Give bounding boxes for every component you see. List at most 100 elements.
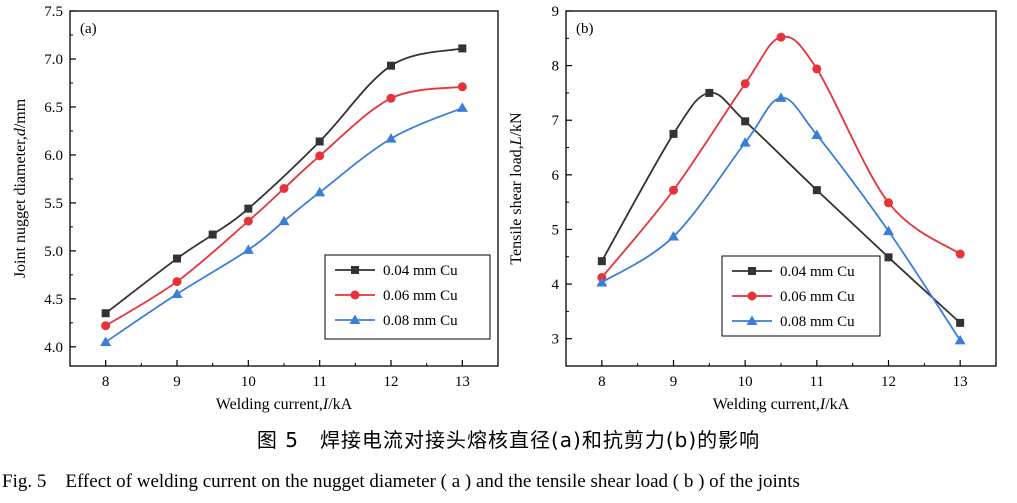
- data-point: [171, 288, 183, 299]
- legend-marker: [747, 291, 757, 301]
- data-point: [173, 254, 181, 263]
- y-tick-label: 6.5: [44, 100, 63, 116]
- data-point: [315, 151, 325, 161]
- data-point: [457, 82, 467, 92]
- legend-entry: 0.04 mm Cu: [780, 264, 855, 280]
- y-tick-label: 3: [552, 332, 560, 348]
- y-tick-label: 6: [552, 168, 560, 184]
- data-point: [458, 44, 467, 53]
- legend-marker: [351, 266, 359, 274]
- legend-entry: 0.06 mm Cu: [383, 288, 458, 304]
- legend-marker: [748, 267, 756, 275]
- data-point: [956, 318, 965, 327]
- data-point: [172, 277, 182, 287]
- data-point: [705, 88, 714, 97]
- chart-panel-a: 8 9 10 11 12 13 4.0 4.5 5.0 5.5 6.0 6.5 7.0 7.5 Weldin…: [12, 4, 499, 413]
- legend: 0.04 mm Cu 0.06 mm Cu 0.08 mm Cu: [324, 254, 491, 340]
- x-tick-label: 11: [312, 374, 326, 390]
- y-tick-label: 7.0: [44, 52, 63, 68]
- y-tick-label: 9: [552, 4, 560, 20]
- data-point: [244, 204, 253, 213]
- x-tick-label: 10: [241, 374, 256, 390]
- panel-label: (b): [576, 21, 594, 37]
- y-tick-label: 6.0: [44, 148, 63, 164]
- series-1: [101, 82, 467, 331]
- x-axis-label: Welding current,I/kA: [216, 396, 353, 413]
- data-point: [208, 230, 217, 239]
- data-point: [387, 61, 395, 70]
- data-point: [596, 276, 608, 287]
- series-1: [597, 32, 965, 283]
- x-tick-label: 9: [173, 374, 181, 390]
- legend-marker: [350, 290, 360, 300]
- chart-panel-b: 8 9 10 11 12 13 3 4 5 6 7 8 9 Welding current,I/kA Ten…: [508, 4, 997, 413]
- caption-chinese: 图 5 焊接电流对接头熔核直径(a)和抗剪力(b)的影响: [256, 428, 761, 452]
- data-point: [954, 334, 966, 345]
- series-0: [597, 88, 965, 327]
- x-tick-label: 8: [102, 374, 110, 390]
- data-point: [597, 257, 606, 266]
- x-tick-label: 10: [738, 374, 753, 390]
- y-tick-label: 5: [552, 222, 560, 238]
- data-point: [884, 253, 893, 262]
- legend-marker: [746, 315, 758, 325]
- data-point: [279, 184, 289, 193]
- x-tick-label: 13: [953, 374, 968, 390]
- data-point: [669, 129, 678, 138]
- series-0: [101, 44, 467, 318]
- x-tick-label: 12: [384, 374, 399, 390]
- data-point: [775, 92, 787, 102]
- data-point: [314, 186, 326, 197]
- legend-entry: 0.06 mm Cu: [780, 289, 855, 305]
- y-tick-label: 8: [552, 59, 560, 75]
- figure: 8 9 10 11 12 13 4.0 4.5 5.0 5.5 6.0 6.5 7.0 7.5 Weldin…: [12, 4, 997, 413]
- legend: 0.04 mm Cu 0.06 mm Cu 0.08 mm Cu: [721, 255, 881, 337]
- panel-label: (a): [80, 21, 97, 37]
- data-point: [812, 64, 822, 74]
- data-point: [740, 79, 750, 89]
- legend-entry: 0.08 mm Cu: [780, 314, 855, 330]
- series-2: [100, 102, 468, 347]
- data-point: [242, 244, 254, 254]
- y-axis-label: Tensile shear load,L/kN: [508, 112, 525, 265]
- data-point: [385, 133, 397, 143]
- x-tick-label: 8: [598, 374, 606, 390]
- data-point: [101, 309, 110, 318]
- data-point: [812, 186, 821, 195]
- data-point: [955, 249, 965, 259]
- data-point: [776, 32, 786, 42]
- series-line: [601, 35, 961, 279]
- y-tick-label: 4: [552, 277, 560, 293]
- y-tick-label: 5.5: [44, 196, 63, 212]
- y-tick-label: 5.0: [44, 244, 63, 260]
- y-axis-label: Joint nugget diameter,d/mm: [12, 98, 29, 278]
- data-point: [883, 225, 894, 236]
- y-tick-label: 7.5: [44, 4, 63, 20]
- data-point: [101, 321, 111, 331]
- x-axis-label: Welding current,I/kA: [713, 396, 850, 413]
- y-tick-label: 7: [552, 113, 560, 129]
- data-point: [741, 117, 750, 126]
- data-point: [739, 137, 751, 147]
- x-tick-label: 9: [670, 374, 678, 390]
- x-tick-label: 11: [810, 374, 824, 390]
- data-point: [456, 102, 468, 112]
- y-tick-label: 4.5: [44, 292, 63, 308]
- caption-english: Fig. 5 Effect of welding current on the …: [2, 471, 800, 492]
- data-point: [243, 216, 253, 226]
- data-point: [386, 93, 396, 103]
- data-point: [668, 231, 679, 241]
- x-tick-label: 12: [881, 374, 896, 390]
- data-point: [669, 185, 678, 195]
- series-2: [596, 92, 966, 345]
- data-point: [811, 129, 823, 139]
- y-tick-label: 4.0: [44, 340, 63, 356]
- data-point: [100, 336, 112, 347]
- x-tick-label: 13: [455, 374, 470, 390]
- data-point: [278, 215, 290, 226]
- legend-entry: 0.08 mm Cu: [383, 313, 458, 329]
- legend-entry: 0.04 mm Cu: [383, 263, 458, 279]
- data-point: [884, 198, 893, 208]
- data-point: [315, 137, 324, 146]
- legend-marker: [349, 314, 361, 324]
